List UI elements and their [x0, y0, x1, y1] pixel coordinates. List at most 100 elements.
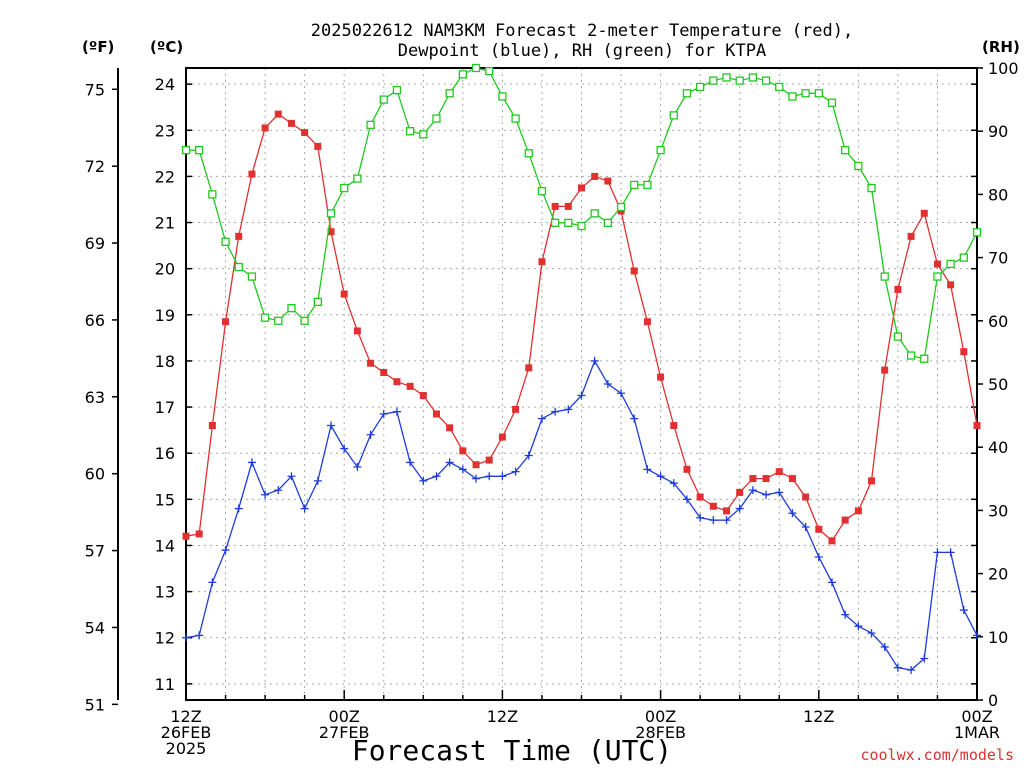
rh-point: [854, 161, 863, 171]
dewpoint-point: [340, 444, 349, 453]
rh-point: [775, 82, 784, 92]
dewpoint-point: [880, 642, 889, 651]
fahrenheit-tick-label: 69: [85, 234, 105, 253]
rh-tick-label: 30: [988, 501, 1008, 520]
series-temperature: [182, 110, 981, 545]
dewpoint-point: [920, 654, 929, 663]
temperature-point: [367, 359, 375, 367]
temperature-point: [208, 422, 216, 430]
rh-point: [577, 221, 586, 231]
temperature-point: [353, 327, 361, 335]
temperature-point: [512, 405, 520, 413]
rh-point: [181, 146, 191, 155]
temperature-point: [788, 475, 796, 483]
rh-unit-label: (RH): [982, 38, 1020, 56]
fahrenheit-tick-label: 54: [85, 618, 105, 637]
rh-point: [696, 82, 705, 92]
temperature-point: [591, 172, 599, 180]
fahrenheit-unit-label: (ºF): [82, 38, 114, 56]
dewpoint-point: [735, 504, 744, 513]
temperature-point: [643, 318, 651, 326]
rh-point: [511, 114, 520, 123]
credit-text[interactable]: coolwx.com/models: [860, 746, 1014, 764]
temperature-point: [907, 232, 915, 240]
dewpoint-point: [300, 504, 309, 513]
rh-tick-label: 0: [988, 691, 998, 710]
dewpoint-point: [524, 451, 533, 460]
dewpoint-point: [472, 474, 481, 483]
fahrenheit-tick-label: 57: [85, 542, 105, 561]
rh-point: [867, 183, 876, 193]
rh-point: [801, 89, 810, 98]
dewpoint-point: [485, 472, 494, 481]
temperature-point: [301, 129, 309, 137]
dewpoint-point: [656, 472, 665, 481]
rh-tick-label: 60: [988, 312, 1008, 331]
rh-point: [933, 272, 942, 281]
rh-tick-label: 80: [988, 185, 1008, 204]
dewpoint-point: [827, 578, 836, 587]
rh-tick-label: 70: [988, 249, 1008, 268]
rh-tick-label: 50: [988, 375, 1008, 394]
rh-point: [326, 209, 336, 218]
dewpoint-point: [748, 486, 757, 495]
x-tick-label: 27FEB: [319, 723, 370, 742]
celsius-tick-label: 15: [155, 490, 175, 509]
temperature-point: [327, 228, 335, 236]
rh-point: [814, 89, 823, 98]
dewpoint-point: [801, 523, 810, 532]
dewpoint-point: [893, 663, 902, 672]
rh-point: [920, 354, 929, 363]
rh-point: [722, 73, 731, 82]
rh-point: [274, 316, 283, 325]
dewpoint-point: [406, 458, 415, 467]
rh-point: [313, 297, 322, 306]
rh-point: [788, 92, 797, 101]
temperature-point: [973, 422, 981, 430]
rh-point: [748, 73, 758, 82]
temperature-point: [881, 366, 889, 374]
dewpoint-point: [603, 380, 612, 388]
fahrenheit-tick-label: 66: [85, 311, 105, 330]
temperature-point: [749, 475, 757, 483]
x-axis-label: Forecast Time (UTC): [352, 734, 672, 767]
rh-point: [880, 272, 889, 281]
dewpoint-point: [458, 465, 467, 474]
temperature-point: [538, 258, 546, 266]
rh-point: [419, 130, 428, 139]
rh-point: [366, 120, 375, 130]
temperature-point: [314, 142, 322, 150]
temperature-point: [815, 525, 823, 533]
dewpoint-point: [195, 631, 204, 640]
temperature-point: [920, 209, 928, 217]
dewpoint-point: [907, 666, 916, 675]
x-tick-label: 00Z: [329, 707, 360, 726]
temperature-point: [736, 488, 744, 496]
dewpoint-point: [182, 633, 190, 642]
dewpoint-point: [973, 631, 981, 640]
axes: 11 12 13 14 15 16 17 18 19 20 21 22 23 24 51 54 57 60 63 66…: [85, 59, 1019, 758]
dewpoint-point: [682, 495, 691, 504]
temperature-point: [775, 468, 783, 476]
dewpoint-point: [445, 458, 454, 467]
dewpoint-point: [709, 516, 718, 525]
rh-point: [656, 146, 665, 155]
x-tick-label: 12Z: [487, 707, 518, 726]
rh-point: [353, 174, 362, 183]
dewpoint-point: [511, 467, 520, 476]
rh-point: [524, 149, 533, 158]
rh-point: [432, 114, 441, 123]
temperature-point: [802, 493, 810, 501]
series-rh: [181, 63, 982, 363]
rh-point: [946, 259, 955, 269]
rh-tick-label: 10: [988, 628, 1008, 647]
dewpoint-point: [854, 622, 863, 631]
rh-point: [498, 92, 507, 101]
temperature-point: [274, 110, 282, 118]
dewpoint-point: [379, 409, 388, 418]
temperature-point: [709, 502, 717, 510]
rh-tick-label: 90: [988, 122, 1008, 141]
rh-point: [300, 316, 309, 325]
temperature-point: [261, 124, 269, 132]
temperature-point: [960, 348, 968, 356]
